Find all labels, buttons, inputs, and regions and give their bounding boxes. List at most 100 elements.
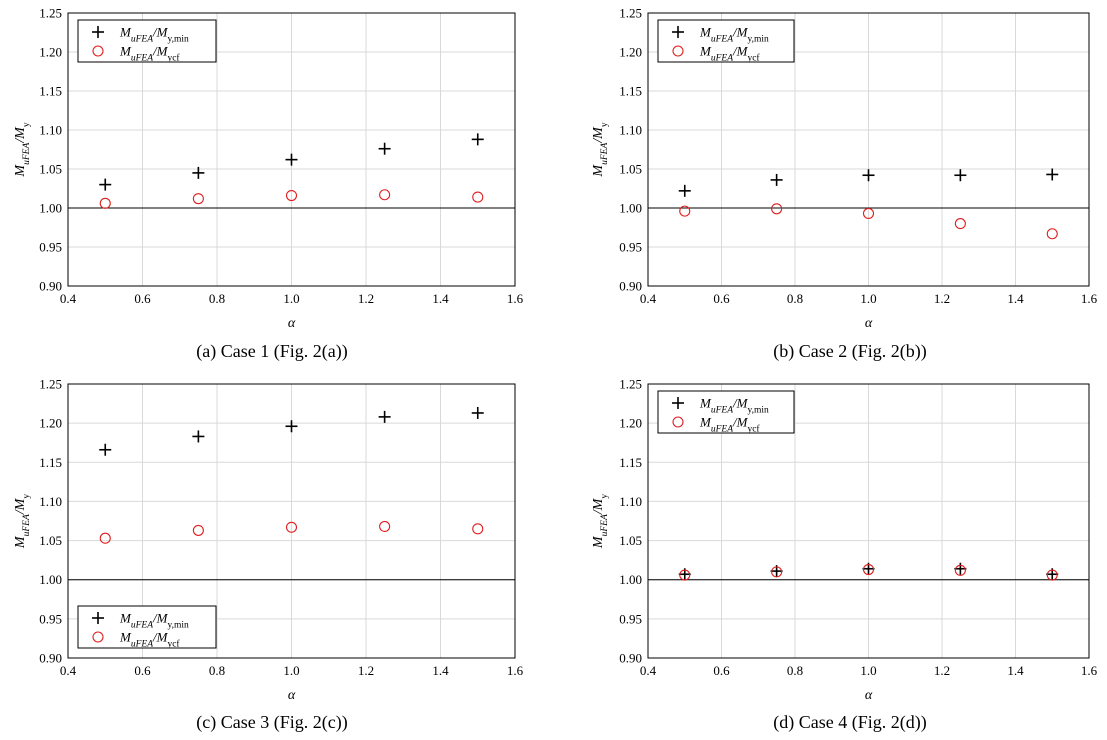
x-tick-label: 1.2 — [358, 663, 374, 678]
x-tick-label: 1.4 — [1007, 291, 1024, 306]
y-tick-label: 1.10 — [39, 494, 62, 509]
y-tick-label: 0.95 — [39, 611, 62, 626]
y-tick-label: 1.25 — [39, 377, 62, 392]
data-point-plus — [954, 562, 967, 575]
legend-marker-circle — [672, 416, 684, 428]
x-tick-label: 0.8 — [787, 291, 803, 306]
chart-panel-3: 0.4 0.6 0.8 1.0 1.2 1.4 1.6 0.90 0.95 1.00 1.05 1.1… — [13, 377, 524, 734]
plot-area-frame — [67, 12, 516, 287]
data-point-plus — [954, 169, 967, 182]
legend-marker-circle — [92, 631, 104, 643]
legend-label: MuFEA/My,min — [119, 611, 189, 631]
data-point-circle — [954, 218, 966, 230]
data-point-plus — [285, 153, 298, 166]
y-tick-label: 1.20 — [39, 416, 62, 431]
data-point-plus — [192, 430, 205, 443]
x-axis-label: α — [288, 316, 296, 331]
data-point-circle — [99, 197, 111, 209]
data-point-plus — [1046, 168, 1059, 181]
y-tick-label: 0.90 — [39, 651, 62, 666]
legend-label: MuFEA/My,min — [119, 25, 189, 45]
data-point-circle — [1046, 569, 1058, 581]
chart-panel-2: 0.4 0.6 0.8 1.0 1.2 1.4 1.6 0.90 0.95 1.00 1.05 1.1… — [591, 6, 1098, 363]
y-tick-label: 1.15 — [619, 84, 642, 99]
y-tick-label: 1.10 — [39, 123, 62, 138]
data-point-plus — [99, 443, 112, 456]
chart-caption: (c) Case 3 (Fig. 2(c)) — [196, 712, 347, 733]
legend-label: MuFEA/Mycf — [119, 630, 180, 650]
data-point-plus — [192, 166, 205, 179]
data-point-plus — [770, 173, 783, 186]
x-tick-label: 1.6 — [507, 663, 524, 678]
x-tick-label: 0.6 — [134, 663, 151, 678]
data-point-circle — [99, 532, 111, 544]
x-tick-label: 1.6 — [1081, 663, 1098, 678]
x-tick-label: 0.4 — [640, 291, 657, 306]
x-axis-label: α — [865, 316, 873, 331]
x-tick-label: 0.8 — [209, 663, 225, 678]
data-point-circle — [771, 203, 783, 215]
y-tick-label: 1.20 — [619, 416, 642, 431]
data-point-plus — [378, 410, 391, 423]
data-point-circle — [192, 524, 204, 536]
x-tick-label: 1.0 — [283, 291, 299, 306]
x-tick-label: 1.0 — [283, 663, 299, 678]
y-tick-label: 0.95 — [619, 611, 642, 626]
chart-panel-1: 0.4 0.6 0.8 1.0 1.2 1.4 1.6 0.90 0.95 1.00 1.05 1.1… — [13, 6, 524, 363]
legend-label: MuFEA/Mycf — [119, 44, 180, 64]
data-point-circle — [285, 189, 298, 202]
y-tick-label: 1.05 — [619, 162, 642, 177]
chart-caption: (d) Case 4 (Fig. 2(d)) — [773, 712, 926, 733]
legend-marker-plus — [92, 612, 104, 624]
data-point-circle — [285, 521, 298, 533]
x-tick-label: 1.6 — [507, 291, 524, 306]
y-tick-label: 1.10 — [619, 123, 642, 138]
x-tick-label: 1.2 — [358, 291, 374, 306]
data-point-circle — [771, 566, 783, 578]
data-point-circle — [679, 569, 691, 581]
x-tick-label: 1.0 — [860, 663, 876, 678]
x-tick-label: 0.8 — [209, 291, 225, 306]
x-tick-label: 0.4 — [60, 663, 77, 678]
plot-area-frame — [67, 383, 516, 659]
legend-marker-circle — [672, 45, 684, 57]
legend-marker-plus — [672, 397, 684, 409]
plot-area-frame — [647, 383, 1090, 659]
x-tick-label: 1.0 — [860, 291, 876, 306]
plot-area-frame — [647, 12, 1090, 287]
data-point-plus — [285, 420, 298, 433]
y-axis-label: MuFEA/My — [13, 122, 32, 177]
y-tick-label: 1.15 — [39, 455, 62, 470]
y-tick-label: 0.95 — [619, 240, 642, 255]
y-tick-label: 1.20 — [39, 45, 62, 60]
y-tick-label: 1.25 — [619, 377, 642, 392]
legend-marker-plus — [92, 26, 104, 38]
y-tick-label: 1.20 — [619, 45, 642, 60]
y-tick-label: 1.25 — [619, 6, 642, 21]
x-tick-label: 1.6 — [1081, 291, 1098, 306]
data-point-circle — [954, 564, 966, 576]
y-tick-label: 1.05 — [39, 162, 62, 177]
data-point-plus — [99, 178, 112, 191]
chart-panel-4: 0.4 0.6 0.8 1.0 1.2 1.4 1.6 0.90 0.95 1.00 1.05 1.1… — [591, 377, 1098, 734]
data-point-circle — [1046, 228, 1058, 240]
y-tick-label: 1.00 — [39, 201, 62, 216]
data-point-circle — [679, 205, 691, 217]
x-tick-label: 1.2 — [934, 291, 950, 306]
x-axis-label: α — [865, 688, 873, 703]
x-axis-label: α — [288, 688, 296, 703]
x-tick-label: 0.4 — [640, 663, 657, 678]
legend-label: MuFEA/Mycf — [699, 415, 760, 435]
data-point-plus — [378, 142, 391, 155]
data-point-circle — [862, 207, 875, 220]
y-axis-label: MuFEA/My — [591, 494, 610, 549]
x-tick-label: 1.4 — [432, 663, 449, 678]
data-point-circle — [862, 563, 875, 576]
data-point-circle — [472, 191, 484, 203]
y-tick-label: 1.00 — [619, 201, 642, 216]
legend-marker-plus — [672, 26, 684, 38]
y-axis-label: MuFEA/My — [13, 494, 32, 549]
